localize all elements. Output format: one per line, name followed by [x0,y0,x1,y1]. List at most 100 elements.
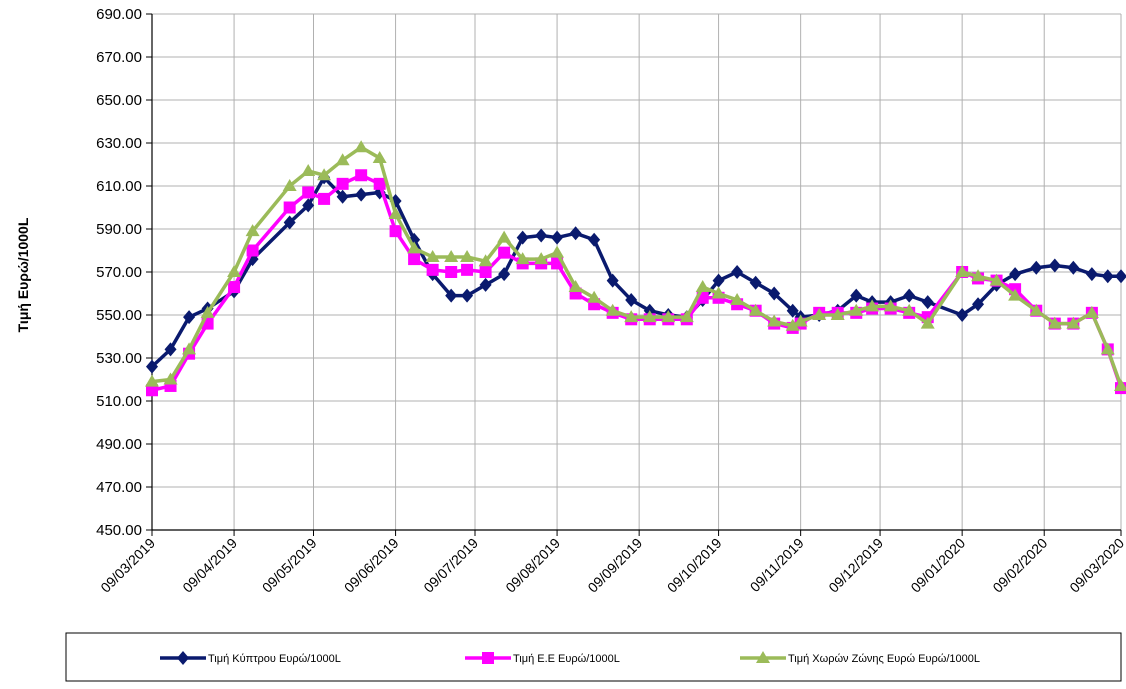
series-1-point [606,273,619,288]
series-3-point [182,342,197,355]
series-3-point [372,151,387,164]
series-1-point [164,342,177,357]
series-3-point [989,273,1004,286]
series-1-point [551,230,564,245]
y-tick-label: 570.00 [96,264,142,281]
x-tick-label: 09/02/2020 [989,535,1050,596]
x-tick-label: 09/04/2019 [179,535,240,596]
series-3-point [679,310,694,323]
series-3-point [730,292,745,305]
x-tick-label: 09/05/2019 [259,535,320,596]
series-3-point [354,140,369,153]
series-3-point [1066,316,1081,329]
series-3-point [865,299,880,312]
y-tick-label: 650.00 [96,92,142,109]
y-tick-label: 690.00 [96,6,142,23]
series-1-point [183,310,196,325]
series-3-point [812,308,827,320]
series-2 [146,169,1126,397]
series-3-point [550,245,565,258]
series-3-point [785,318,800,331]
series-1-point [516,230,529,245]
x-tick-label: 09/11/2019 [747,535,807,595]
legend-label: Τιμή Χωρών Ζώνης Ευρώ Ευρώ/1000L [788,653,980,665]
x-tick-label: 09/10/2019 [664,535,725,596]
series-3-point [830,308,845,320]
series-3-point [711,286,726,299]
series-3-point [587,290,602,303]
series-3-point [568,280,583,293]
legend: Τιμή Κύπτρου Ευρώ/1000L Τιμή Ε.Ε Ευρώ/100… [65,632,1122,682]
series-3-point [388,206,403,219]
series-1-point [712,273,725,288]
series-3-point [1114,378,1126,391]
series-3-point [955,265,970,277]
series-1-point [302,198,315,213]
y-tick-label: 470.00 [96,479,142,496]
series-1-point [479,277,492,292]
x-tick-label: 09/09/2019 [584,535,645,596]
series-3 [145,140,1126,391]
series-3-point [1029,303,1044,316]
series-3-point [1084,305,1099,318]
series-1-point [498,267,511,282]
series-3-point [200,305,215,318]
legend-label: Τιμή Κύπτρου Ευρώ/1000L [208,653,341,665]
series-3-point [902,303,917,316]
series-1-point [1009,267,1022,282]
series-1-point [1101,269,1114,284]
x-tick-label: 09/03/2020 [1066,535,1126,596]
x-tick-label: 09/12/2019 [825,535,886,596]
series-1-point [921,295,934,310]
series-3-point [1047,316,1062,329]
series-3-point [695,280,710,293]
series-3-point [849,303,864,316]
series-1-point [445,288,458,303]
series-2-point [373,177,386,190]
series-3-point [1008,288,1023,301]
legend-item-2: Τιμή Ε.Ε Ευρώ/1000L [465,652,620,665]
series-2-point [408,253,421,266]
series-2-point [461,263,474,276]
series-3-point [460,249,475,262]
series-3-point [971,269,986,282]
series-1-point [731,265,744,279]
series-3-point [227,265,242,277]
series-3-point [883,299,898,312]
series-1-point [569,226,582,241]
series-1-point [588,232,601,247]
series-3-point [642,310,657,323]
y-tick-label: 550.00 [96,307,142,324]
series-1-point [850,288,863,303]
y-tick-label: 510.00 [96,393,142,410]
series-3-point [425,249,440,262]
series-1-point [1115,269,1126,284]
series-2-point [336,177,349,190]
series-1-point [1048,258,1061,273]
series-3-point [317,168,332,181]
series-2-point [479,266,492,278]
series-1-point [355,187,368,202]
x-tick-label: 09/06/2019 [341,535,402,596]
series-3-point [793,314,808,327]
series-3-point [145,374,159,387]
legend-item-3: Τιμή Χωρών Ζώνης Ευρώ Ευρώ/1000L [740,651,980,665]
series-3-point [515,252,530,265]
series-3-point [624,310,639,323]
series-2-point [318,192,331,205]
series-1-point [972,297,985,312]
series-2-point [445,266,458,278]
series-1-point [146,359,158,374]
y-tick-label: 670.00 [96,49,142,66]
series-3-point [605,303,620,316]
series-2-point [246,244,259,257]
series-3-point [1100,342,1115,355]
x-tick-label: 09/01/2020 [907,535,968,596]
series-1-point [535,228,548,243]
series-line [151,145,1123,387]
y-tick-label: 610.00 [96,178,142,195]
y-tick-label: 630.00 [96,135,142,152]
series-1-point [1085,267,1098,282]
legend-label: Τιμή Ε.Ε Ευρώ/1000L [513,653,620,665]
grid [151,13,1122,531]
